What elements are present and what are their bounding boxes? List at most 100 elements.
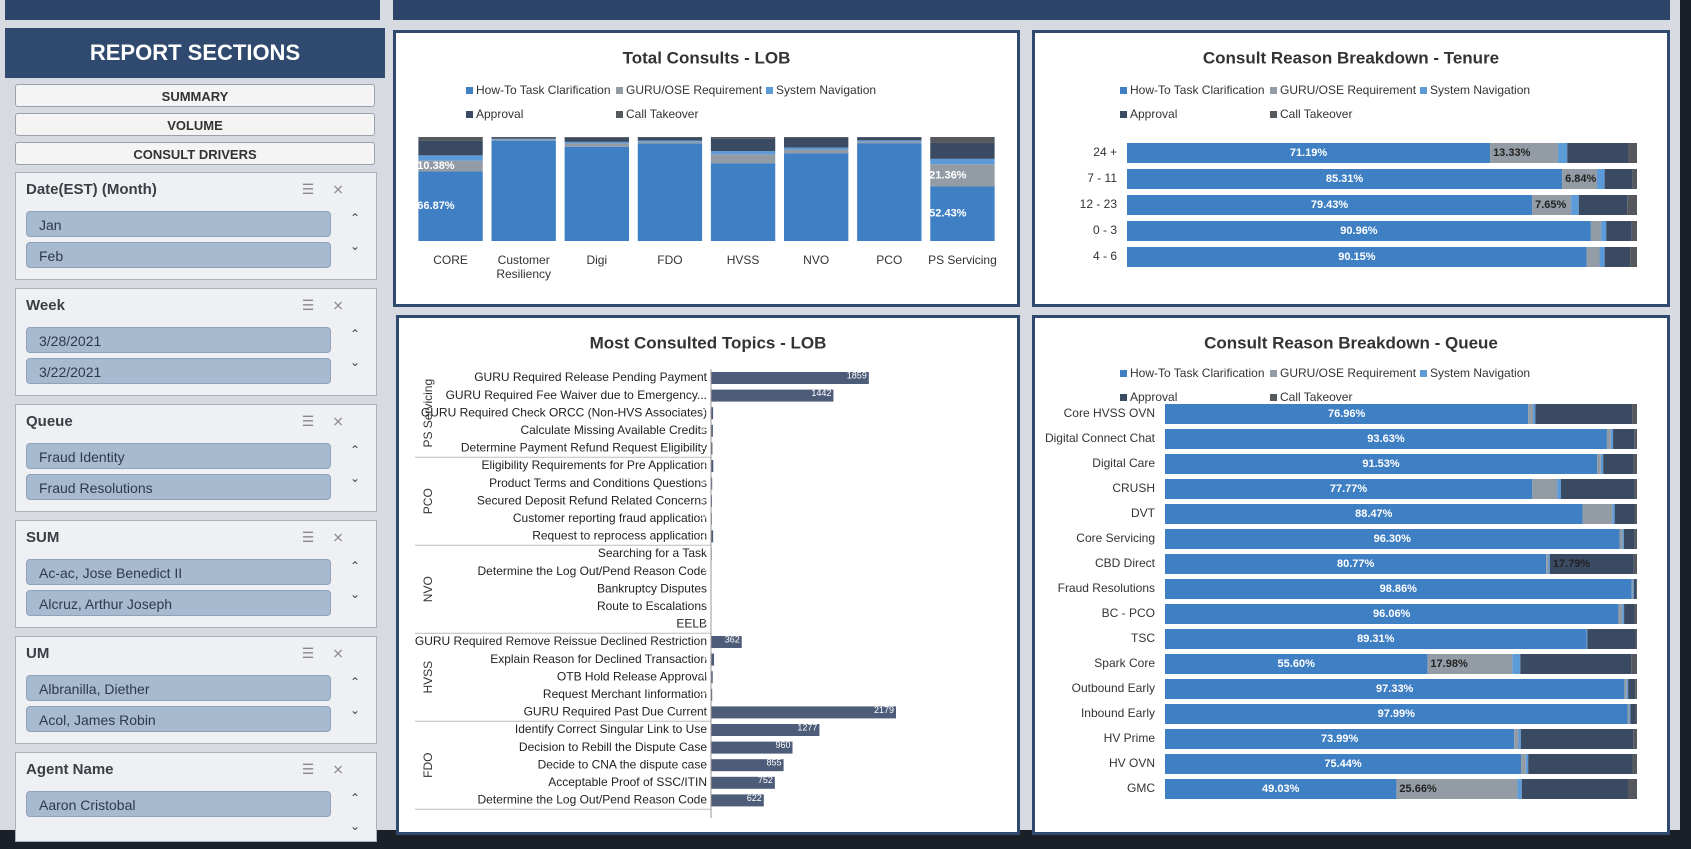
x-tick-label: NVO bbox=[780, 253, 853, 267]
y-tick-label: Calculate Missing Available Credits bbox=[520, 423, 707, 437]
sidebar-title: REPORT SECTIONS bbox=[5, 28, 385, 78]
bar-segment bbox=[1520, 654, 1631, 674]
category-label: HVSS bbox=[707, 253, 780, 287]
bar-segment bbox=[1636, 629, 1637, 649]
y-tick-label: Inbound Early bbox=[1081, 706, 1155, 720]
section-button[interactable]: VOLUME bbox=[15, 113, 375, 136]
bar-segment bbox=[1635, 529, 1637, 549]
header-strip bbox=[393, 0, 1670, 20]
data-label: 12 bbox=[700, 494, 710, 504]
legend-label: System Navigation bbox=[1430, 83, 1530, 97]
x-tick-label: FDO bbox=[633, 253, 706, 267]
bar-segment bbox=[1634, 554, 1637, 574]
data-label: 3 bbox=[704, 617, 709, 627]
group-label: NVO bbox=[421, 576, 435, 602]
bar-segment bbox=[1526, 754, 1528, 774]
y-tick-label: Spark Core bbox=[1094, 656, 1155, 670]
data-label: 97.99% bbox=[1378, 708, 1416, 720]
section-button[interactable]: SUMMARY bbox=[15, 84, 375, 107]
bar bbox=[711, 372, 869, 384]
bar-segment bbox=[1632, 754, 1637, 774]
category-label: PCO bbox=[853, 253, 926, 287]
slicer-title: Week bbox=[26, 297, 65, 314]
bar-segment bbox=[711, 139, 775, 151]
slicer-item[interactable]: Jan bbox=[26, 211, 331, 237]
sidebar: REPORT SECTIONS SUMMARY VOLUME CONSULT DRI… bbox=[5, 28, 385, 830]
bar-segment bbox=[1630, 704, 1635, 724]
y-tick-label: 12 - 23 bbox=[1080, 197, 1118, 211]
legend-label: Call Takeover bbox=[1280, 390, 1352, 404]
legend-swatch bbox=[616, 111, 623, 118]
slicer-icons: ☰⨯ bbox=[302, 413, 362, 430]
y-tick-label: Fraud Resolutions bbox=[1058, 581, 1155, 595]
bar-segment bbox=[1521, 729, 1633, 749]
slicer-item[interactable]: Alcruz, Arthur Joseph bbox=[26, 590, 331, 616]
y-tick-label: GURU Required Past Due Current bbox=[524, 705, 708, 719]
bar-segment bbox=[711, 137, 775, 139]
legend-label: Approval bbox=[1130, 390, 1177, 404]
data-label: 89.31% bbox=[1357, 633, 1395, 645]
slicer: Agent Name☰⨯Aaron Cristobal⌃⌄ bbox=[15, 752, 377, 842]
bar-segment bbox=[1561, 479, 1634, 499]
bar-segment bbox=[1601, 221, 1606, 241]
bar-segment bbox=[711, 151, 775, 154]
slicer-item[interactable]: Aaron Cristobal bbox=[26, 791, 331, 817]
legend-swatch bbox=[766, 87, 773, 94]
chart-title: Total Consults - LOB bbox=[623, 48, 791, 67]
category-label: PS Servicing bbox=[926, 253, 999, 287]
chart: Consult Reason Breakdown - TenureHow-To … bbox=[1035, 33, 1667, 304]
y-tick-label: CRUSH bbox=[1112, 481, 1155, 495]
y-tick-label: Route to Escalations bbox=[597, 599, 707, 613]
slicer-item[interactable]: Fraud Resolutions bbox=[26, 474, 331, 500]
y-tick-label: Determine the Log Out/Pend Reason Code bbox=[478, 793, 708, 807]
bar-segment bbox=[1571, 195, 1579, 215]
bar bbox=[711, 706, 896, 718]
bar-segment bbox=[565, 143, 629, 146]
data-label: 25.66% bbox=[1399, 783, 1437, 795]
bar-segment bbox=[1587, 629, 1635, 649]
group-label: PS Servicing bbox=[421, 379, 435, 448]
data-label: 75.44% bbox=[1324, 758, 1362, 770]
data-label: 17.98% bbox=[1430, 658, 1468, 670]
data-label: 5 bbox=[704, 582, 709, 592]
slicer-item[interactable]: Ac-ac, Jose Benedict II bbox=[26, 559, 331, 585]
data-label: 27 bbox=[701, 458, 711, 468]
data-label: 66.87% bbox=[417, 200, 455, 212]
slicer-icons: ☰⨯ bbox=[302, 529, 362, 546]
legend-swatch bbox=[1420, 370, 1427, 377]
bar-segment bbox=[565, 137, 629, 138]
bar-segment bbox=[1630, 247, 1637, 267]
slicer-title: SUM bbox=[26, 529, 59, 546]
data-label: 10 bbox=[700, 511, 710, 521]
bar-segment bbox=[1512, 654, 1520, 674]
slicer-item[interactable]: Acol, James Robin bbox=[26, 706, 331, 732]
bar-segment bbox=[1532, 479, 1557, 499]
slicer-item[interactable]: Feb bbox=[26, 242, 331, 268]
y-tick-label: Request Merchant Iinformation bbox=[543, 687, 707, 701]
legend-swatch bbox=[1120, 111, 1127, 118]
bar-segment bbox=[1632, 404, 1637, 424]
legend-swatch bbox=[1270, 87, 1277, 94]
slicer-item[interactable]: 3/22/2021 bbox=[26, 358, 331, 384]
slicer-icons: ☰⨯ bbox=[302, 297, 362, 314]
bar-segment bbox=[1627, 679, 1628, 699]
data-label: 960 bbox=[775, 740, 790, 750]
data-label: 4 bbox=[704, 599, 709, 609]
y-tick-label: Decide to CNA the dispute case bbox=[538, 757, 708, 771]
data-label: 90.15% bbox=[1338, 251, 1376, 263]
slicer-item[interactable]: 3/28/2021 bbox=[26, 327, 331, 353]
slicer-item[interactable]: Albranilla, Diether bbox=[26, 675, 331, 701]
slicer-item[interactable]: Fraud Identity bbox=[26, 443, 331, 469]
slicer-title: Queue bbox=[26, 413, 73, 430]
data-label: 14 bbox=[700, 687, 710, 697]
data-label: 1442 bbox=[811, 388, 831, 398]
section-button[interactable]: CONSULT DRIVERS bbox=[15, 142, 375, 165]
x-tick-label: HVSS bbox=[707, 253, 780, 267]
data-label: 85.31% bbox=[1326, 173, 1364, 185]
bar-segment bbox=[492, 139, 556, 140]
bar-segment bbox=[1622, 604, 1624, 624]
y-tick-label: Customer reporting fraud application bbox=[513, 511, 707, 525]
